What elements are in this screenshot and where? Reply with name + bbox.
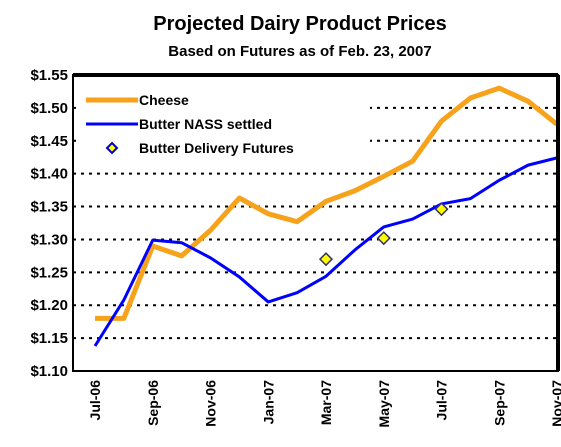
y-tick-label: $1.15 xyxy=(30,330,68,347)
x-tick-label: Jan-07 xyxy=(260,380,276,425)
x-tick-label: Nov-07 xyxy=(549,380,561,427)
diamond-marker xyxy=(318,252,334,267)
x-tick-label: Sep-07 xyxy=(491,380,507,426)
legend-symbol xyxy=(105,141,119,155)
x-tick-label: May-07 xyxy=(376,380,392,428)
legend-label: Butter NASS settled xyxy=(139,116,272,132)
x-tick-label: Sep-06 xyxy=(145,380,161,426)
y-tick-label: $1.35 xyxy=(30,199,68,216)
legend-label: Butter Delivery Futures xyxy=(139,140,294,156)
y-tick-label: $1.40 xyxy=(30,166,68,183)
x-tick-label: Mar-07 xyxy=(318,380,334,425)
series-line xyxy=(95,85,559,321)
series-line xyxy=(93,156,558,347)
x-tick-label: Jul-06 xyxy=(87,380,103,421)
y-tick-label: $1.10 xyxy=(30,363,68,380)
y-tick-label: $1.45 xyxy=(30,133,68,150)
legend-label: Cheese xyxy=(139,92,189,108)
y-tick-label: $1.30 xyxy=(30,231,68,248)
y-tick-label: $1.25 xyxy=(30,264,68,281)
x-tick-label: Jul-07 xyxy=(434,380,450,421)
y-tick-label: $1.55 xyxy=(30,67,68,84)
diamond-marker xyxy=(376,231,391,246)
chart-title: Projected Dairy Product Prices xyxy=(153,13,446,35)
y-tick-label: $1.50 xyxy=(30,100,68,117)
y-tick-label: $1.20 xyxy=(30,297,68,314)
chart-subtitle: Based on Futures as of Feb. 23, 2007 xyxy=(168,43,431,60)
x-tick-label: Nov-06 xyxy=(203,380,219,427)
diamond-marker xyxy=(434,202,449,217)
